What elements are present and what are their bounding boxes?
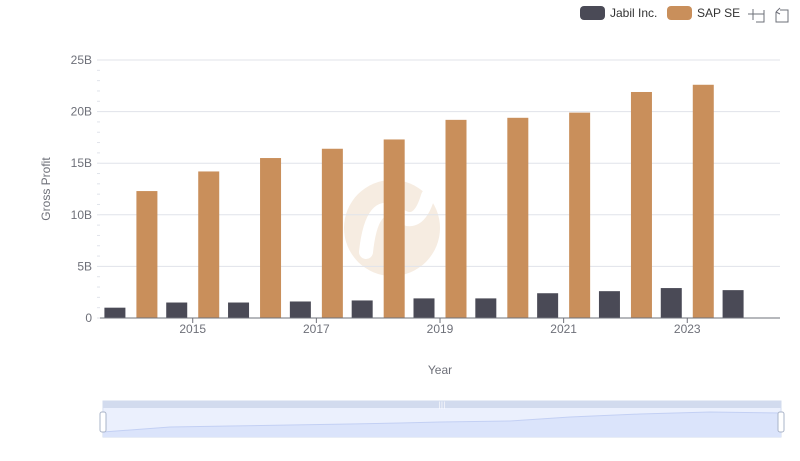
slider-handle-right[interactable]	[777, 411, 785, 433]
bar-jabil-2023[interactable]	[660, 288, 682, 318]
slider-top-bar[interactable]	[103, 401, 781, 408]
bar-sap-2020[interactable]	[507, 117, 529, 319]
bar-jabil-2017[interactable]	[289, 301, 311, 318]
legend-label-jabil: Jabil Inc.	[610, 6, 657, 20]
bar-jabil-2019[interactable]	[413, 298, 435, 318]
bars	[104, 84, 744, 319]
legend-label-sap: SAP SE	[697, 6, 740, 20]
bar-jabil-2022[interactable]	[598, 291, 620, 318]
x-tick-label: 2021	[550, 322, 577, 336]
restore-icon[interactable]	[775, 7, 789, 23]
bar-sap-2023[interactable]	[692, 84, 714, 318]
legend: Jabil Inc. SAP SE	[580, 6, 740, 20]
legend-item-sap[interactable]: SAP SE	[667, 6, 740, 20]
data-zoom-slider[interactable]: |||	[99, 400, 785, 438]
bar-jabil-2020[interactable]	[475, 298, 497, 318]
x-tick-label: 2019	[427, 322, 454, 336]
y-axis-ticks: 0 5B 10B 15B 20B 25B	[71, 53, 100, 325]
slider-grip-icon[interactable]: |||	[438, 401, 445, 409]
bar-jabil-2014[interactable]	[104, 307, 126, 318]
y-axis-title: Gross Profit	[39, 157, 53, 221]
x-tick-label: 2015	[179, 322, 206, 336]
y-tick-label: 15B	[71, 156, 92, 170]
y-tick-label: 25B	[71, 53, 92, 67]
x-tick-label: 2017	[303, 322, 330, 336]
y-tick-label: 0	[85, 311, 92, 325]
x-tick-label: 2023	[674, 322, 701, 336]
y-tick-label: 10B	[71, 208, 92, 222]
y-tick-label: 20B	[71, 105, 92, 119]
bar-sap-2015[interactable]	[198, 171, 220, 318]
bar-jabil-2018[interactable]	[351, 300, 373, 318]
bar-sap-2017[interactable]	[321, 148, 343, 318]
slider-handle-left[interactable]	[99, 411, 107, 433]
legend-swatch-sap	[667, 6, 692, 20]
bar-jabil-2024[interactable]	[722, 290, 744, 318]
bar-jabil-2016[interactable]	[228, 302, 250, 318]
zoom-icon[interactable]	[748, 9, 765, 23]
x-axis-ticks: 2015 2017 2019 2021 2023	[179, 318, 701, 336]
bar-sap-2022[interactable]	[630, 91, 652, 318]
legend-item-jabil[interactable]: Jabil Inc.	[580, 6, 657, 20]
bar-sap-2018[interactable]	[383, 139, 405, 318]
bar-jabil-2021[interactable]	[537, 293, 559, 318]
bar-sap-2014[interactable]	[136, 191, 158, 318]
bar-jabil-2015[interactable]	[166, 302, 188, 318]
bar-sap-2016[interactable]	[260, 158, 282, 318]
legend-swatch-jabil	[580, 6, 605, 20]
bar-sap-2021[interactable]	[569, 112, 591, 318]
bar-sap-2019[interactable]	[445, 119, 467, 318]
y-tick-label: 5B	[77, 259, 92, 273]
x-axis-title: Year	[428, 363, 452, 377]
